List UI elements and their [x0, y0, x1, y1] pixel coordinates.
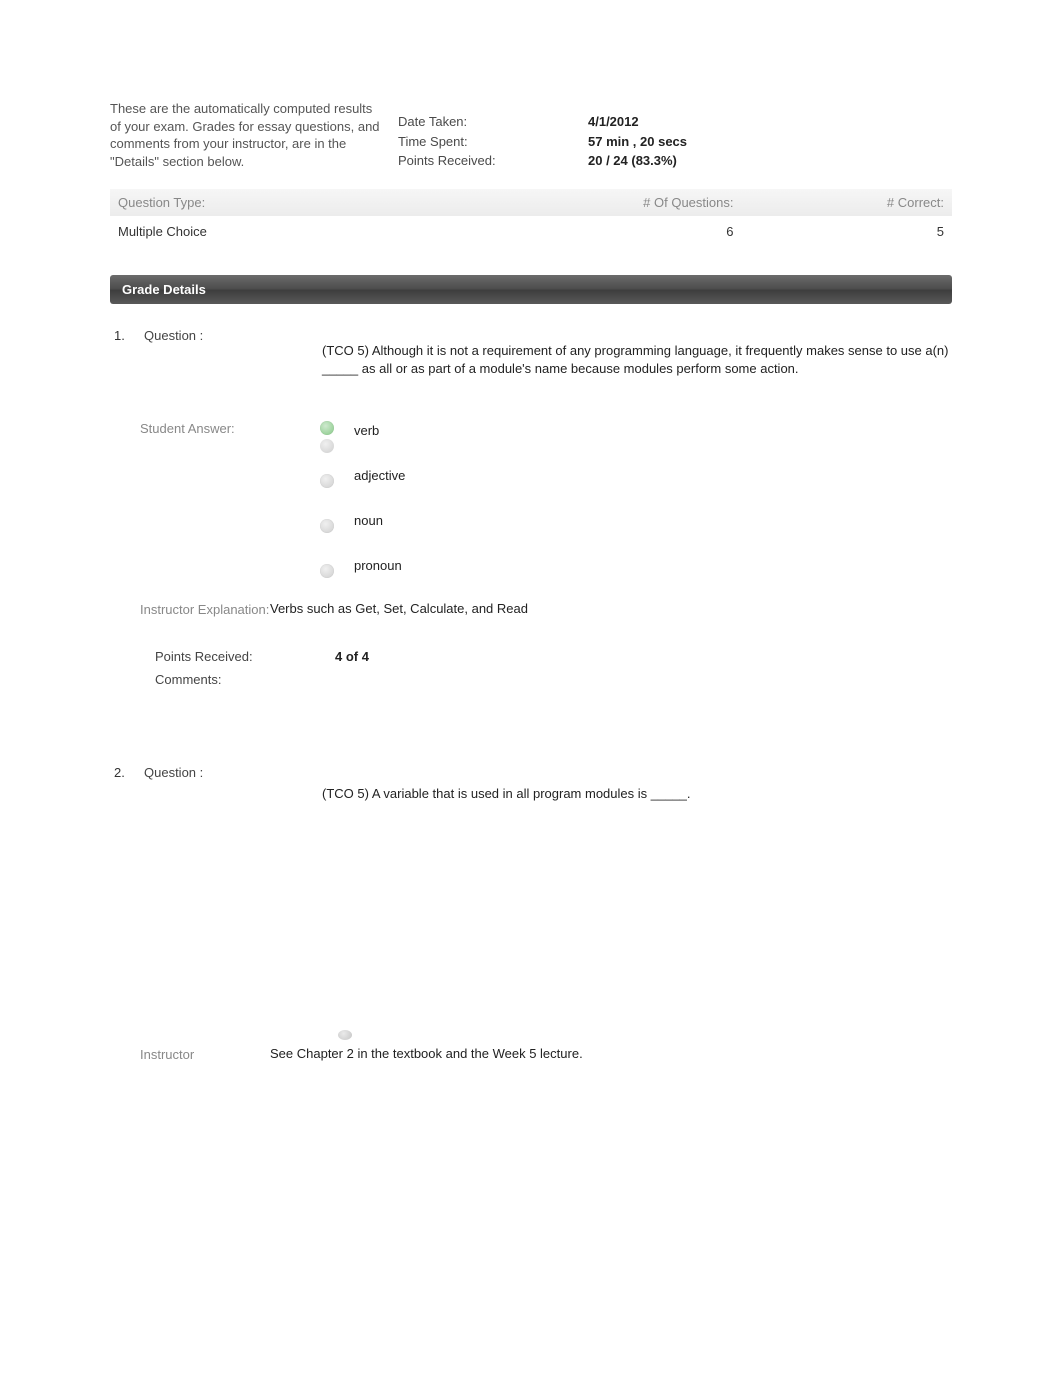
row-type: Multiple Choice: [110, 216, 489, 247]
option-text: verb: [354, 423, 379, 438]
option-adjective: adjective: [320, 466, 952, 511]
option-text: noun: [354, 513, 383, 528]
question-1-label: Question :: [144, 328, 314, 343]
summary-table: Question Type: # Of Questions: # Correct…: [110, 189, 952, 247]
summary-data-row: Multiple Choice 6 5: [110, 216, 952, 247]
instructor-explanation-block: Instructor Explanation: Verbs such as Ge…: [110, 601, 952, 619]
radio-selected-icon: [320, 421, 334, 435]
radio-icon: [320, 564, 334, 578]
question-2-instructor-block: [110, 1030, 952, 1046]
option-text: adjective: [354, 468, 405, 483]
answer-options: verb adjective noun pronoun: [290, 421, 952, 579]
exam-results-page: These are the automatically computed res…: [0, 0, 1062, 1123]
grade-details-bar: Grade Details: [110, 275, 952, 304]
time-spent-value: 57 min , 20 secs: [588, 132, 952, 152]
header-stats: Date Taken: Time Spent: Points Received:…: [398, 100, 952, 171]
student-answer-label: Student Answer:: [110, 421, 290, 579]
header-stat-values: 4/1/2012 57 min , 20 secs 20 / 24 (83.3%…: [588, 112, 952, 171]
header-intro-text: These are the automatically computed res…: [110, 100, 388, 170]
question-2-header: 2. Question : (TCO 5) A variable that is…: [110, 765, 952, 804]
summary-header-row: Question Type: # Of Questions: # Correct…: [110, 189, 952, 216]
question-1-text: (TCO 5) Although it is not a requirement…: [314, 328, 952, 380]
row-num-correct: 5: [741, 216, 952, 247]
option-verb: verb: [320, 421, 952, 466]
col-num-correct: # Correct:: [741, 189, 952, 216]
radio-icon: [320, 519, 334, 533]
option-text: pronoun: [354, 558, 402, 573]
question-block-2: 2. Question : (TCO 5) A variable that is…: [110, 765, 952, 1063]
question-2-label: Question :: [144, 765, 314, 780]
points-received-label: Points Received:: [398, 151, 588, 171]
radio-icon: [320, 439, 334, 453]
question-block-1: 1. Question : (TCO 5) Although it is not…: [110, 328, 952, 687]
points-received-label: Points Received:: [155, 649, 335, 664]
points-received-value: 20 / 24 (83.3%): [588, 151, 952, 171]
row-num-questions: 6: [489, 216, 742, 247]
question-2-text: (TCO 5) A variable that is used in all p…: [314, 765, 952, 804]
option-noun: noun: [320, 511, 952, 556]
header: These are the automatically computed res…: [110, 100, 952, 171]
comments-label: Comments:: [110, 672, 952, 687]
points-received-value: 4 of 4: [335, 649, 369, 664]
question-2-instructor-label: Instructor: [110, 1046, 270, 1064]
col-question-type: Question Type:: [110, 189, 489, 216]
radio-icon: [320, 474, 334, 488]
question-1-header: 1. Question : (TCO 5) Although it is not…: [110, 328, 952, 380]
question-2-instructor-row: Instructor See Chapter 2 in the textbook…: [110, 1046, 952, 1064]
question-1-number: 1.: [110, 328, 144, 343]
header-stat-labels: Date Taken: Time Spent: Points Received:: [398, 112, 588, 171]
radio-icon: [338, 1030, 352, 1040]
points-received-block: Points Received: 4 of 4: [110, 649, 952, 664]
date-taken-label: Date Taken:: [398, 112, 588, 132]
question-2-number: 2.: [110, 765, 144, 780]
question-2-instructor-text: See Chapter 2 in the textbook and the We…: [270, 1046, 952, 1064]
option-pronoun: pronoun: [320, 556, 952, 579]
col-num-questions: # Of Questions:: [489, 189, 742, 216]
instructor-explanation-label: Instructor Explanation:: [110, 601, 270, 619]
time-spent-label: Time Spent:: [398, 132, 588, 152]
date-taken-value: 4/1/2012: [588, 112, 952, 132]
student-answer-block: Student Answer: verb adjective noun: [110, 421, 952, 579]
instructor-explanation-text: Verbs such as Get, Set, Calculate, and R…: [270, 601, 952, 619]
